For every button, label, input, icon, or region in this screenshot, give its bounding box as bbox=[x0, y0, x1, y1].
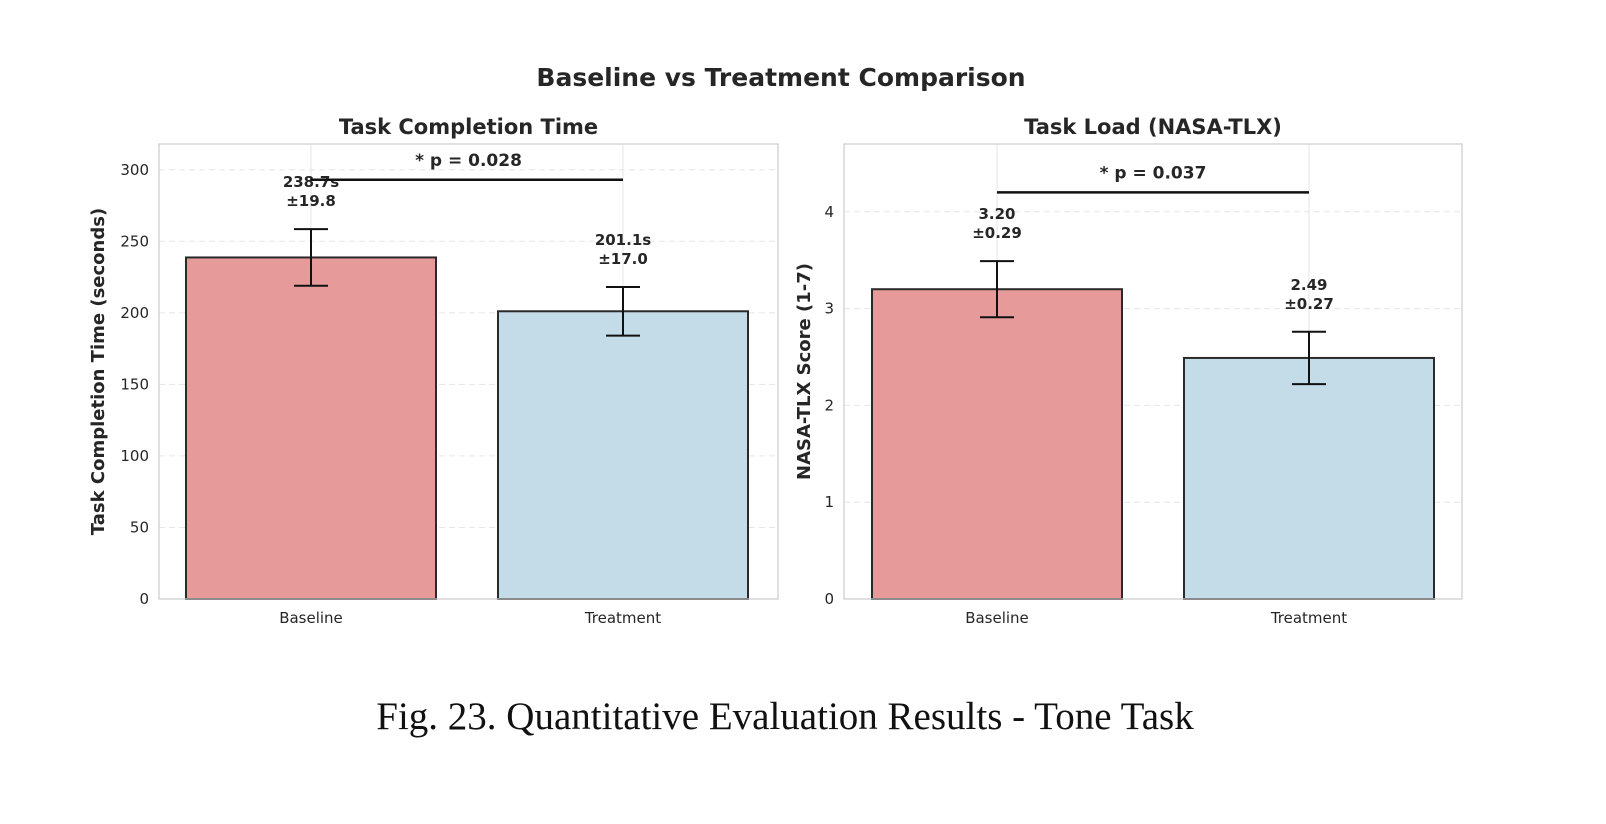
bar-baseline bbox=[185, 256, 437, 600]
x-tick-label: Treatment bbox=[1270, 609, 1347, 627]
y-tick-label: 150 bbox=[120, 375, 149, 393]
chart-title: Task Completion Time bbox=[339, 115, 598, 139]
y-tick-label: 1 bbox=[824, 493, 834, 511]
x-tick-label: Baseline bbox=[965, 609, 1029, 627]
chart-task-completion-time: 0 50 100 150 200 250 300 238.7s ±19.8 201.1s ±17.0… bbox=[88, 115, 779, 627]
figure-suptitle: Baseline vs Treatment Comparison bbox=[536, 63, 1025, 92]
y-axis-label: Task Completion Time (seconds) bbox=[88, 208, 109, 535]
chart-title: Task Load (NASA-TLX) bbox=[1024, 115, 1282, 139]
y-tick-label: 300 bbox=[120, 161, 149, 179]
value-label-baseline: 238.7s ±19.8 bbox=[283, 173, 339, 210]
y-tick-label: 2 bbox=[824, 396, 834, 414]
figure-caption: Fig. 23. Quantitative Evaluation Results… bbox=[376, 695, 1194, 738]
y-tick-label: 200 bbox=[120, 304, 149, 322]
y-tick-label: 50 bbox=[130, 518, 149, 536]
axes-frame bbox=[843, 143, 1463, 600]
y-tick-label: 0 bbox=[824, 590, 834, 608]
significance-label: * p = 0.028 bbox=[415, 151, 522, 171]
axes-frame bbox=[158, 143, 779, 600]
significance-label: * p = 0.037 bbox=[1100, 163, 1207, 183]
y-tick-label: 100 bbox=[120, 447, 149, 465]
y-axis-label: NASA-TLX Score (1-7) bbox=[794, 263, 815, 480]
value-label-treatment: 201.1s ±17.0 bbox=[595, 231, 651, 268]
x-tick-label: Treatment bbox=[584, 609, 661, 627]
bar-treatment bbox=[1183, 356, 1435, 600]
bar-baseline bbox=[871, 288, 1123, 600]
x-tick-label: Baseline bbox=[279, 609, 343, 627]
y-tick-label: 250 bbox=[120, 232, 149, 250]
y-tick-label: 4 bbox=[824, 203, 834, 221]
value-label-baseline: 3.20 ±0.29 bbox=[972, 205, 1022, 242]
bar-treatment bbox=[497, 310, 749, 600]
chart-task-load: 0 1 2 3 4 3.20 ±0.29 2.49 ±0.27 * p = 0.037 Baseli… bbox=[794, 115, 1463, 627]
value-label-treatment: 2.49 ±0.27 bbox=[1284, 276, 1334, 313]
y-tick-label: 3 bbox=[824, 300, 834, 318]
y-tick-label: 0 bbox=[139, 590, 149, 608]
